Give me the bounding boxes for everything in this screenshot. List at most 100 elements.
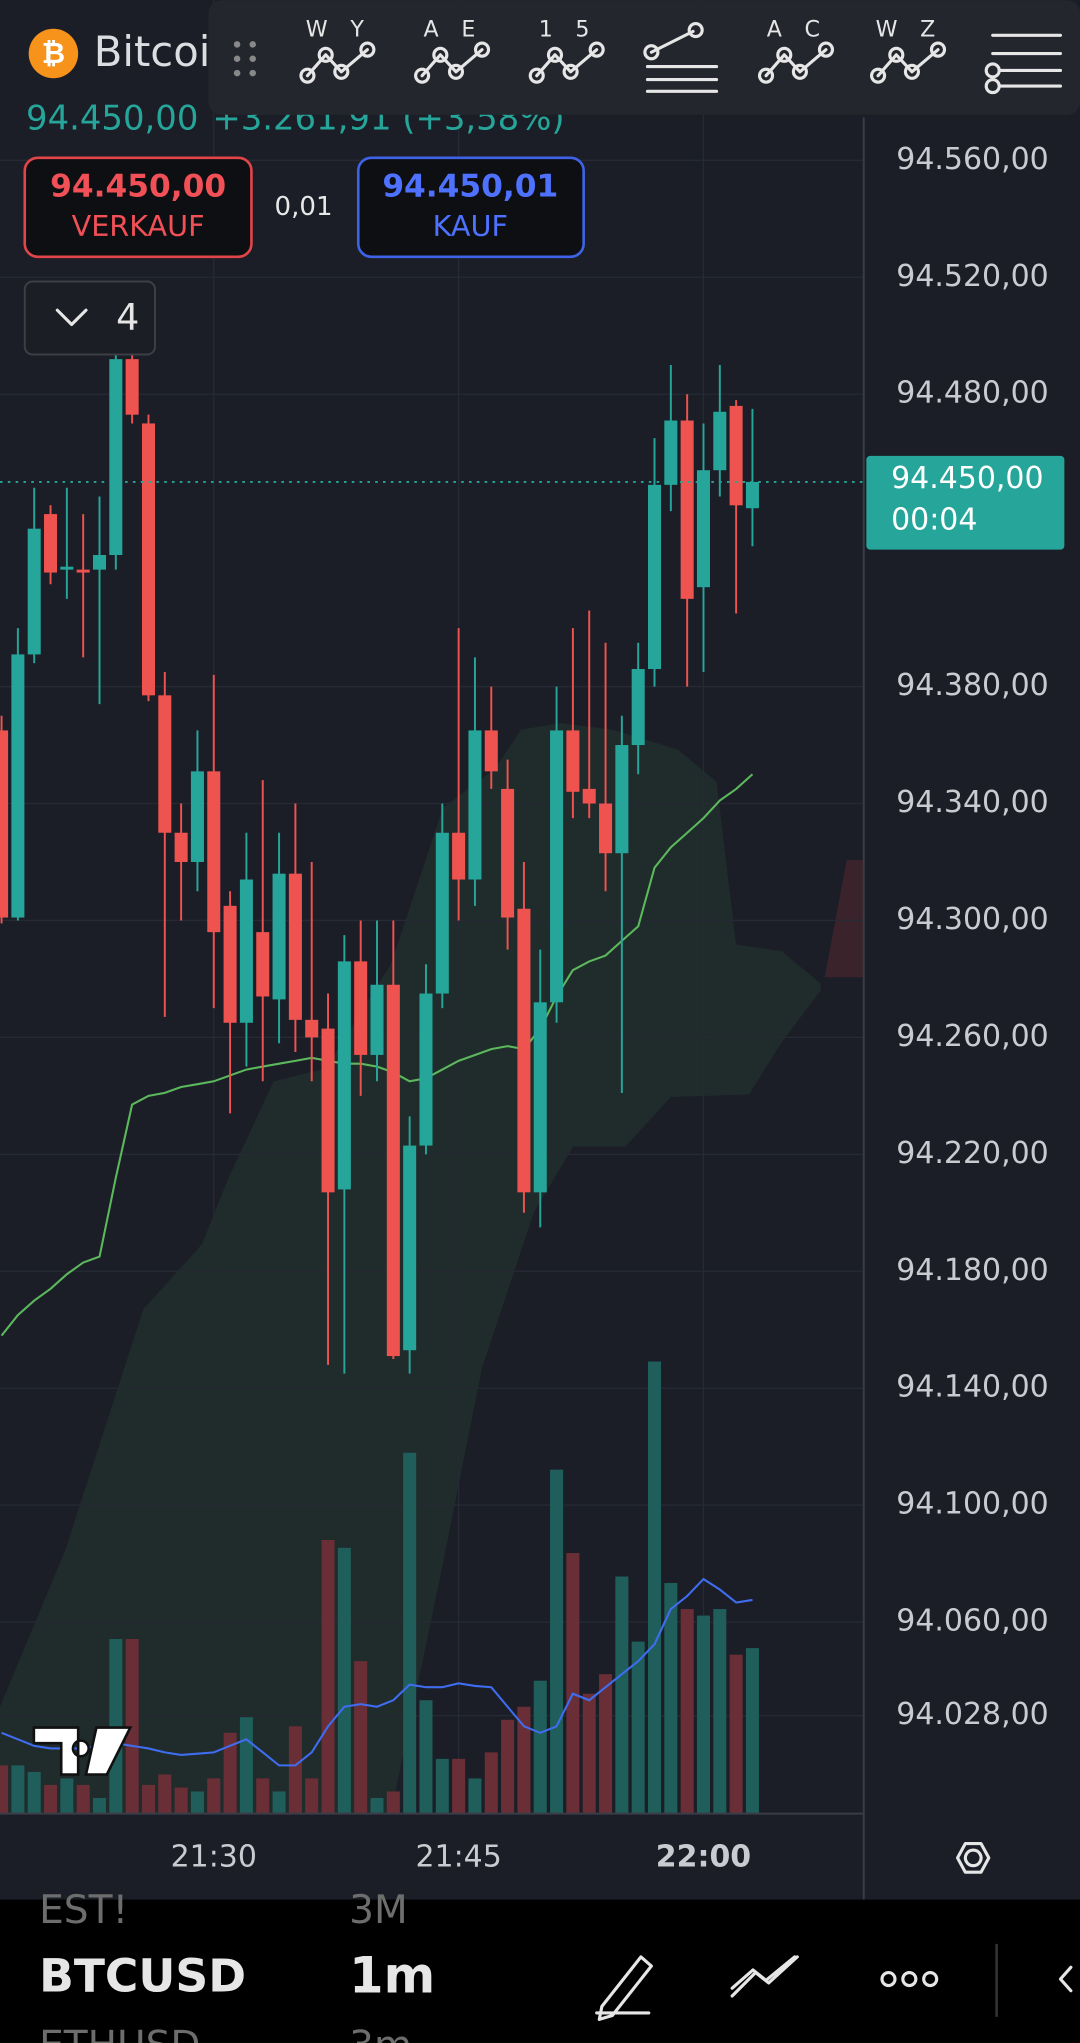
candle-body	[615, 745, 629, 854]
y-tick-label: 94.140,00	[896, 1370, 1048, 1405]
indicator-node	[299, 67, 316, 84]
volume-bar	[27, 1771, 41, 1814]
volume-bar	[484, 1752, 498, 1814]
volume-bar	[256, 1778, 270, 1814]
indicator-node	[359, 41, 376, 58]
layers-count: 4	[116, 296, 139, 339]
volume-bar	[60, 1778, 74, 1814]
settings-icon[interactable]	[955, 1841, 991, 1874]
y-tick-label: 94.180,00	[896, 1253, 1048, 1288]
indicator-letters: A C	[767, 17, 828, 43]
candle-body	[0, 730, 9, 918]
toolbar	[208, 0, 1080, 115]
drag-handle[interactable]	[233, 41, 256, 77]
indicator-letters: W Y	[306, 17, 372, 43]
sell-label: VERKAUF	[72, 209, 205, 243]
y-tick-label: 94.260,00	[896, 1019, 1048, 1054]
candle-body	[11, 654, 25, 918]
volume-bar	[272, 1791, 286, 1814]
indicator-node	[791, 63, 808, 80]
cloud-red	[824, 859, 864, 978]
trend-icon[interactable]	[730, 1955, 799, 1998]
volume-bar	[337, 1547, 351, 1814]
watch-interval[interactable]: 3m	[349, 2024, 412, 2043]
indicator-node	[757, 67, 775, 84]
volume-bar	[566, 1553, 580, 1814]
more-icon[interactable]	[880, 1970, 939, 1988]
volume-bar	[354, 1661, 368, 1814]
plot	[0, 0, 864, 1814]
volume-bar	[239, 1717, 253, 1814]
candle-body	[435, 832, 449, 994]
candle-body	[484, 730, 498, 772]
candle-body	[370, 984, 384, 1055]
volume-bar	[599, 1674, 613, 1814]
y-tick-label: 94.300,00	[896, 902, 1048, 937]
candle-body	[174, 832, 188, 862]
candle-body	[696, 470, 710, 588]
candle-body	[566, 730, 580, 792]
indicator-icon	[764, 48, 828, 78]
candle-body	[321, 1028, 335, 1193]
chevron	[55, 308, 88, 327]
sell-price: 94.450,00	[50, 169, 226, 205]
indicator-node	[432, 46, 449, 63]
candle-body	[125, 359, 139, 415]
candle-body	[190, 771, 204, 862]
candle-body	[403, 1145, 417, 1351]
watch-interval[interactable]: 3M	[349, 1888, 408, 1933]
y-tick-label: 94.520,00	[896, 259, 1048, 294]
price-tag-value: 94.450,00	[891, 461, 1043, 496]
watch-symbol[interactable]: ETHUSD	[39, 2024, 200, 2043]
candle-body	[582, 788, 596, 804]
candle-body	[648, 484, 662, 670]
draw-icon[interactable]	[595, 1955, 653, 2021]
price-tag-countdown: 00:04	[891, 503, 977, 538]
indicator-node	[929, 41, 947, 58]
candle-body	[256, 932, 270, 997]
candle-body	[141, 423, 155, 696]
volume-bar	[11, 1765, 25, 1814]
lines-icon[interactable]	[643, 22, 719, 93]
volume-bar	[305, 1778, 319, 1814]
back-icon[interactable]	[1058, 1965, 1073, 1993]
volume-bar	[745, 1648, 759, 1814]
layers-button[interactable]	[23, 280, 157, 356]
volume-bar	[550, 1469, 564, 1814]
volume-bar	[501, 1719, 515, 1814]
indicator-letters: W Z	[876, 17, 944, 43]
menu-icon[interactable]	[984, 33, 1063, 95]
indicator-node	[588, 41, 605, 58]
toolbar-icons: W Y A E 1 5 A C W Z	[299, 17, 947, 84]
candle-body	[599, 803, 613, 854]
candle-body	[60, 566, 74, 570]
header-price: 94.450,00	[26, 98, 198, 137]
candle-body	[27, 528, 41, 655]
volume-bar	[468, 1778, 482, 1814]
volume-bar	[452, 1758, 466, 1814]
watch-symbol[interactable]: BTCUSD	[39, 1950, 246, 2003]
indicator-icon	[420, 48, 484, 78]
watch-symbol[interactable]: EST!	[39, 1888, 128, 1933]
volume-bar	[207, 1778, 221, 1814]
watch-interval[interactable]: 1m	[349, 1947, 435, 2005]
volume-bar	[631, 1641, 645, 1814]
candle-body	[223, 905, 237, 1023]
sell-button[interactable]	[23, 156, 253, 259]
candle-body	[354, 961, 368, 1055]
candle-body	[337, 961, 351, 1190]
indicator-letters: 1 5	[539, 17, 598, 43]
oscillator-line	[1, 1577, 753, 1767]
y-tick-label: 94.060,00	[896, 1604, 1048, 1639]
volume-bar	[174, 1787, 188, 1814]
buy-price: 94.450,01	[382, 169, 558, 205]
volume-bar	[435, 1758, 449, 1814]
volume-bar	[648, 1361, 662, 1814]
candle-body	[452, 832, 466, 880]
candle-body	[386, 984, 400, 1357]
volume-bar	[582, 1693, 596, 1814]
buy-button[interactable]	[356, 156, 585, 259]
candle-body	[631, 669, 645, 746]
